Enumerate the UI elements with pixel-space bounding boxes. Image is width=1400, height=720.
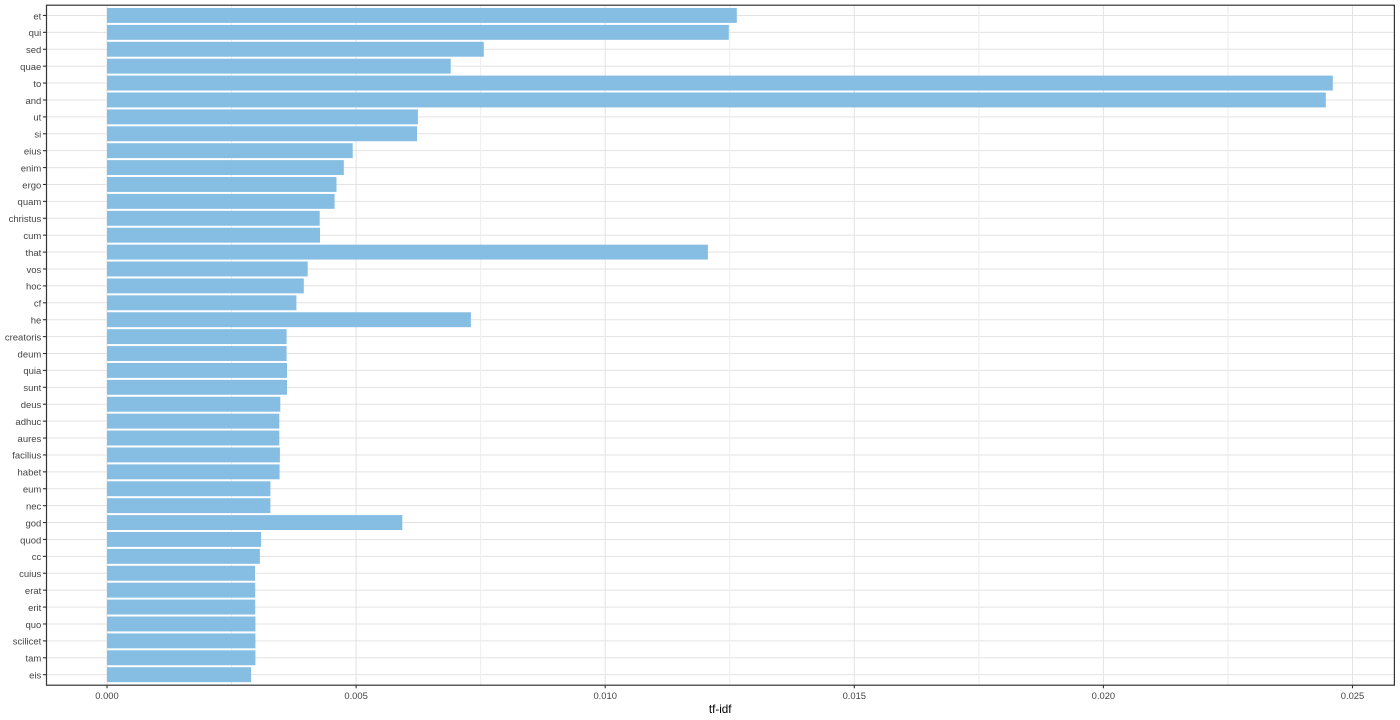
svg-text:deum: deum xyxy=(18,349,42,360)
svg-text:cf: cf xyxy=(34,299,42,310)
svg-text:christus: christus xyxy=(9,214,42,225)
svg-text:qui: qui xyxy=(29,28,42,39)
svg-text:cum: cum xyxy=(23,231,41,242)
svg-text:sed: sed xyxy=(26,45,41,56)
svg-text:0.005: 0.005 xyxy=(344,690,367,701)
svg-text:aures: aures xyxy=(18,434,42,445)
svg-text:and: and xyxy=(25,96,41,107)
svg-text:creatoris: creatoris xyxy=(5,332,42,343)
svg-text:adhuc: adhuc xyxy=(15,417,41,428)
svg-text:enim: enim xyxy=(21,163,42,174)
svg-text:0.000: 0.000 xyxy=(95,690,118,701)
svg-text:et: et xyxy=(33,11,41,22)
svg-text:eum: eum xyxy=(23,485,42,496)
svg-text:0.010: 0.010 xyxy=(593,690,616,701)
svg-text:quod: quod xyxy=(20,535,41,546)
svg-text:scilicet: scilicet xyxy=(13,637,42,648)
svg-text:quae: quae xyxy=(20,62,41,73)
svg-text:quam: quam xyxy=(18,197,42,208)
svg-text:facilius: facilius xyxy=(12,451,41,462)
svg-text:erat: erat xyxy=(25,586,42,597)
svg-text:ut: ut xyxy=(33,113,41,124)
svg-text:erit: erit xyxy=(28,603,42,614)
svg-text:cuius: cuius xyxy=(19,569,41,580)
svg-text:cc: cc xyxy=(32,552,42,563)
svg-text:nec: nec xyxy=(26,501,42,512)
svg-text:si: si xyxy=(34,130,41,141)
svg-text:tf-idf: tf-idf xyxy=(709,703,732,716)
svg-text:0.025: 0.025 xyxy=(1341,690,1364,701)
svg-text:quia: quia xyxy=(23,366,42,377)
svg-text:quo: quo xyxy=(25,620,41,631)
svg-text:eis: eis xyxy=(29,670,41,681)
svg-text:ergo: ergo xyxy=(22,180,41,191)
svg-text:deus: deus xyxy=(21,400,42,411)
svg-text:0.015: 0.015 xyxy=(843,690,866,701)
svg-text:tam: tam xyxy=(25,654,41,665)
svg-text:that: that xyxy=(25,248,41,259)
svg-text:he: he xyxy=(31,316,42,327)
svg-text:sunt: sunt xyxy=(23,383,41,394)
svg-text:to: to xyxy=(33,79,41,90)
svg-text:hoc: hoc xyxy=(26,282,42,293)
svg-text:eius: eius xyxy=(24,146,42,157)
svg-text:vos: vos xyxy=(27,265,42,276)
svg-text:habet: habet xyxy=(18,468,42,479)
svg-text:god: god xyxy=(25,518,41,529)
svg-text:0.020: 0.020 xyxy=(1092,690,1115,701)
